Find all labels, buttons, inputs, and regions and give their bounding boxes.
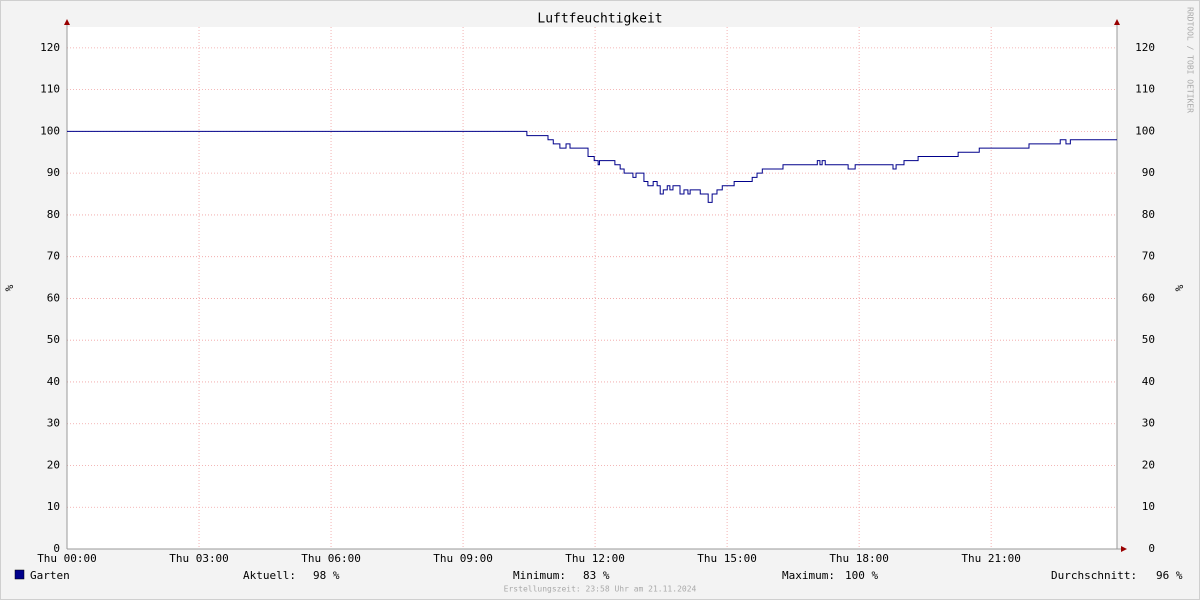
data-line bbox=[67, 130, 1117, 203]
y2-tick-label: 60 bbox=[1142, 291, 1155, 304]
stat-value: 100 % bbox=[845, 569, 878, 582]
y-tick-label: 50 bbox=[47, 333, 60, 346]
plot-area bbox=[67, 27, 1117, 549]
x-tick-label: Thu 09:00 bbox=[433, 552, 493, 565]
y-tick-label: 60 bbox=[47, 291, 60, 304]
y2-tick-label: 50 bbox=[1142, 333, 1155, 346]
watermark: RRDTOOL / TOBI OETIKER bbox=[1186, 7, 1195, 113]
stat-value: 98 % bbox=[313, 569, 340, 582]
legend-swatch bbox=[14, 569, 25, 580]
y2-tick-label: 40 bbox=[1142, 375, 1155, 388]
y-tick-label: 110 bbox=[40, 83, 60, 96]
y2-tick-label: 0 bbox=[1148, 542, 1155, 555]
y2-tick-label: 20 bbox=[1142, 458, 1155, 471]
y-tick-label: 30 bbox=[47, 417, 60, 430]
stat-value: 96 % bbox=[1156, 569, 1183, 582]
x-tick-label: Thu 03:00 bbox=[169, 552, 229, 565]
x-tick-label: Thu 21:00 bbox=[961, 552, 1021, 565]
footer: Erstellungszeit: 23:58 Uhr am 21.11.2024 bbox=[504, 585, 697, 594]
y2-axis-label: % bbox=[1173, 284, 1186, 291]
stat-label: Minimum: bbox=[513, 569, 566, 582]
x-tick-label: Thu 18:00 bbox=[829, 552, 889, 565]
x-tick-label: Thu 06:00 bbox=[301, 552, 361, 565]
y2-tick-label: 10 bbox=[1142, 500, 1155, 513]
x-tick-label: Thu 15:00 bbox=[697, 552, 757, 565]
y-axis-label: % bbox=[3, 284, 16, 291]
y-tick-label: 70 bbox=[47, 250, 60, 263]
x-tick-label: Thu 12:00 bbox=[565, 552, 625, 565]
y2-tick-label: 90 bbox=[1142, 166, 1155, 179]
stat-label: Durchschnitt: bbox=[1051, 569, 1137, 582]
axis-arrow bbox=[1114, 19, 1120, 25]
y-tick-label: 90 bbox=[47, 166, 60, 179]
chart-title: Luftfeuchtigkeit bbox=[537, 12, 662, 27]
y-tick-label: 40 bbox=[47, 375, 60, 388]
axis-arrow bbox=[64, 19, 70, 25]
stat-label: Maximum: bbox=[782, 569, 835, 582]
y2-tick-label: 30 bbox=[1142, 417, 1155, 430]
y2-tick-label: 70 bbox=[1142, 250, 1155, 263]
legend-label: Garten bbox=[30, 569, 70, 582]
y-tick-label: 10 bbox=[47, 500, 60, 513]
y-tick-label: 20 bbox=[47, 458, 60, 471]
y2-tick-label: 100 bbox=[1135, 124, 1155, 137]
y-tick-label: 80 bbox=[47, 208, 60, 221]
y2-tick-label: 120 bbox=[1135, 41, 1155, 54]
y2-tick-label: 110 bbox=[1135, 83, 1155, 96]
y2-tick-label: 80 bbox=[1142, 208, 1155, 221]
y-tick-label: 120 bbox=[40, 41, 60, 54]
y-tick-label: 0 bbox=[53, 542, 60, 555]
x-tick-label: Thu 00:00 bbox=[37, 552, 97, 565]
stat-label: Aktuell: bbox=[243, 569, 296, 582]
axis-arrow bbox=[1121, 546, 1127, 552]
y-tick-label: 100 bbox=[40, 124, 60, 137]
stat-value: 83 % bbox=[583, 569, 610, 582]
